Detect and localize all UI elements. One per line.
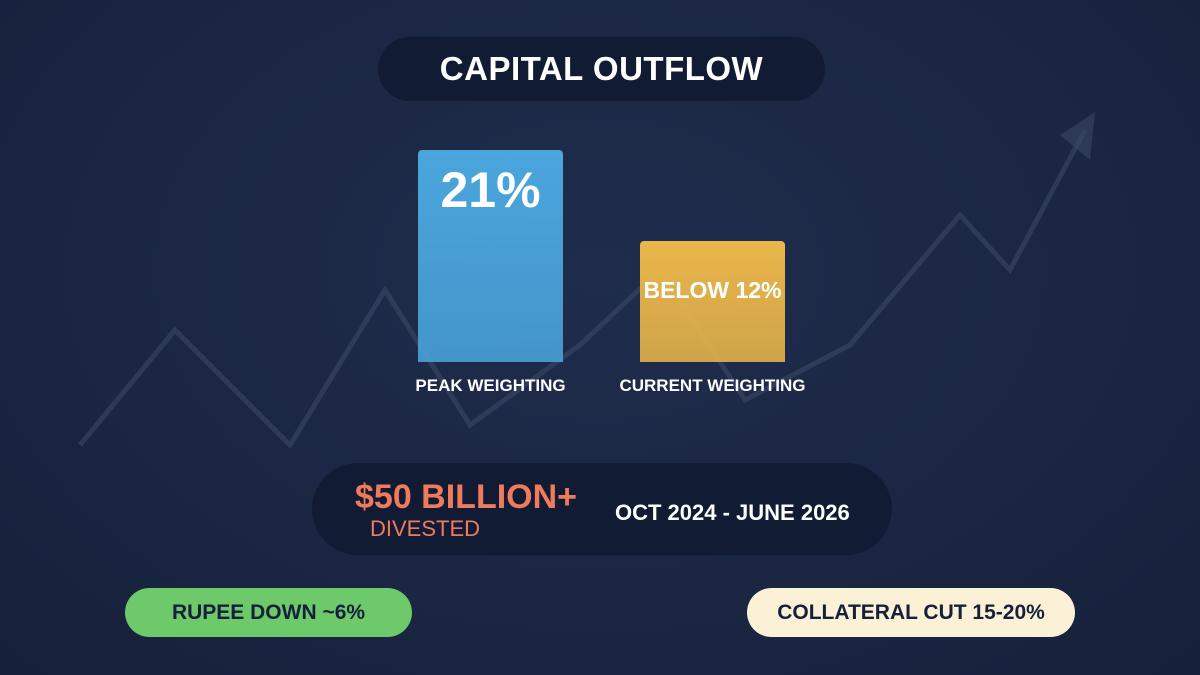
badge: RUPEE DOWN ~6%: [125, 588, 412, 637]
period: OCT 2024 - JUNE 2026: [615, 500, 850, 525]
badge: COLLATERAL CUT 15-20%: [747, 588, 1075, 637]
value-label: 21%: [440, 162, 541, 219]
value-label: BELOW 12%: [643, 277, 782, 304]
amount-label: DIVESTED: [370, 516, 481, 541]
category-label: PEAK WEIGHTING: [415, 376, 566, 395]
amount: $50 BILLION+: [355, 478, 578, 516]
summary-panel: [312, 463, 892, 555]
bar: [418, 150, 563, 362]
category-label: CURRENT WEIGHTING: [619, 376, 806, 395]
chart-title: CAPITAL OUTFLOW: [378, 37, 825, 101]
bar: [640, 241, 785, 362]
